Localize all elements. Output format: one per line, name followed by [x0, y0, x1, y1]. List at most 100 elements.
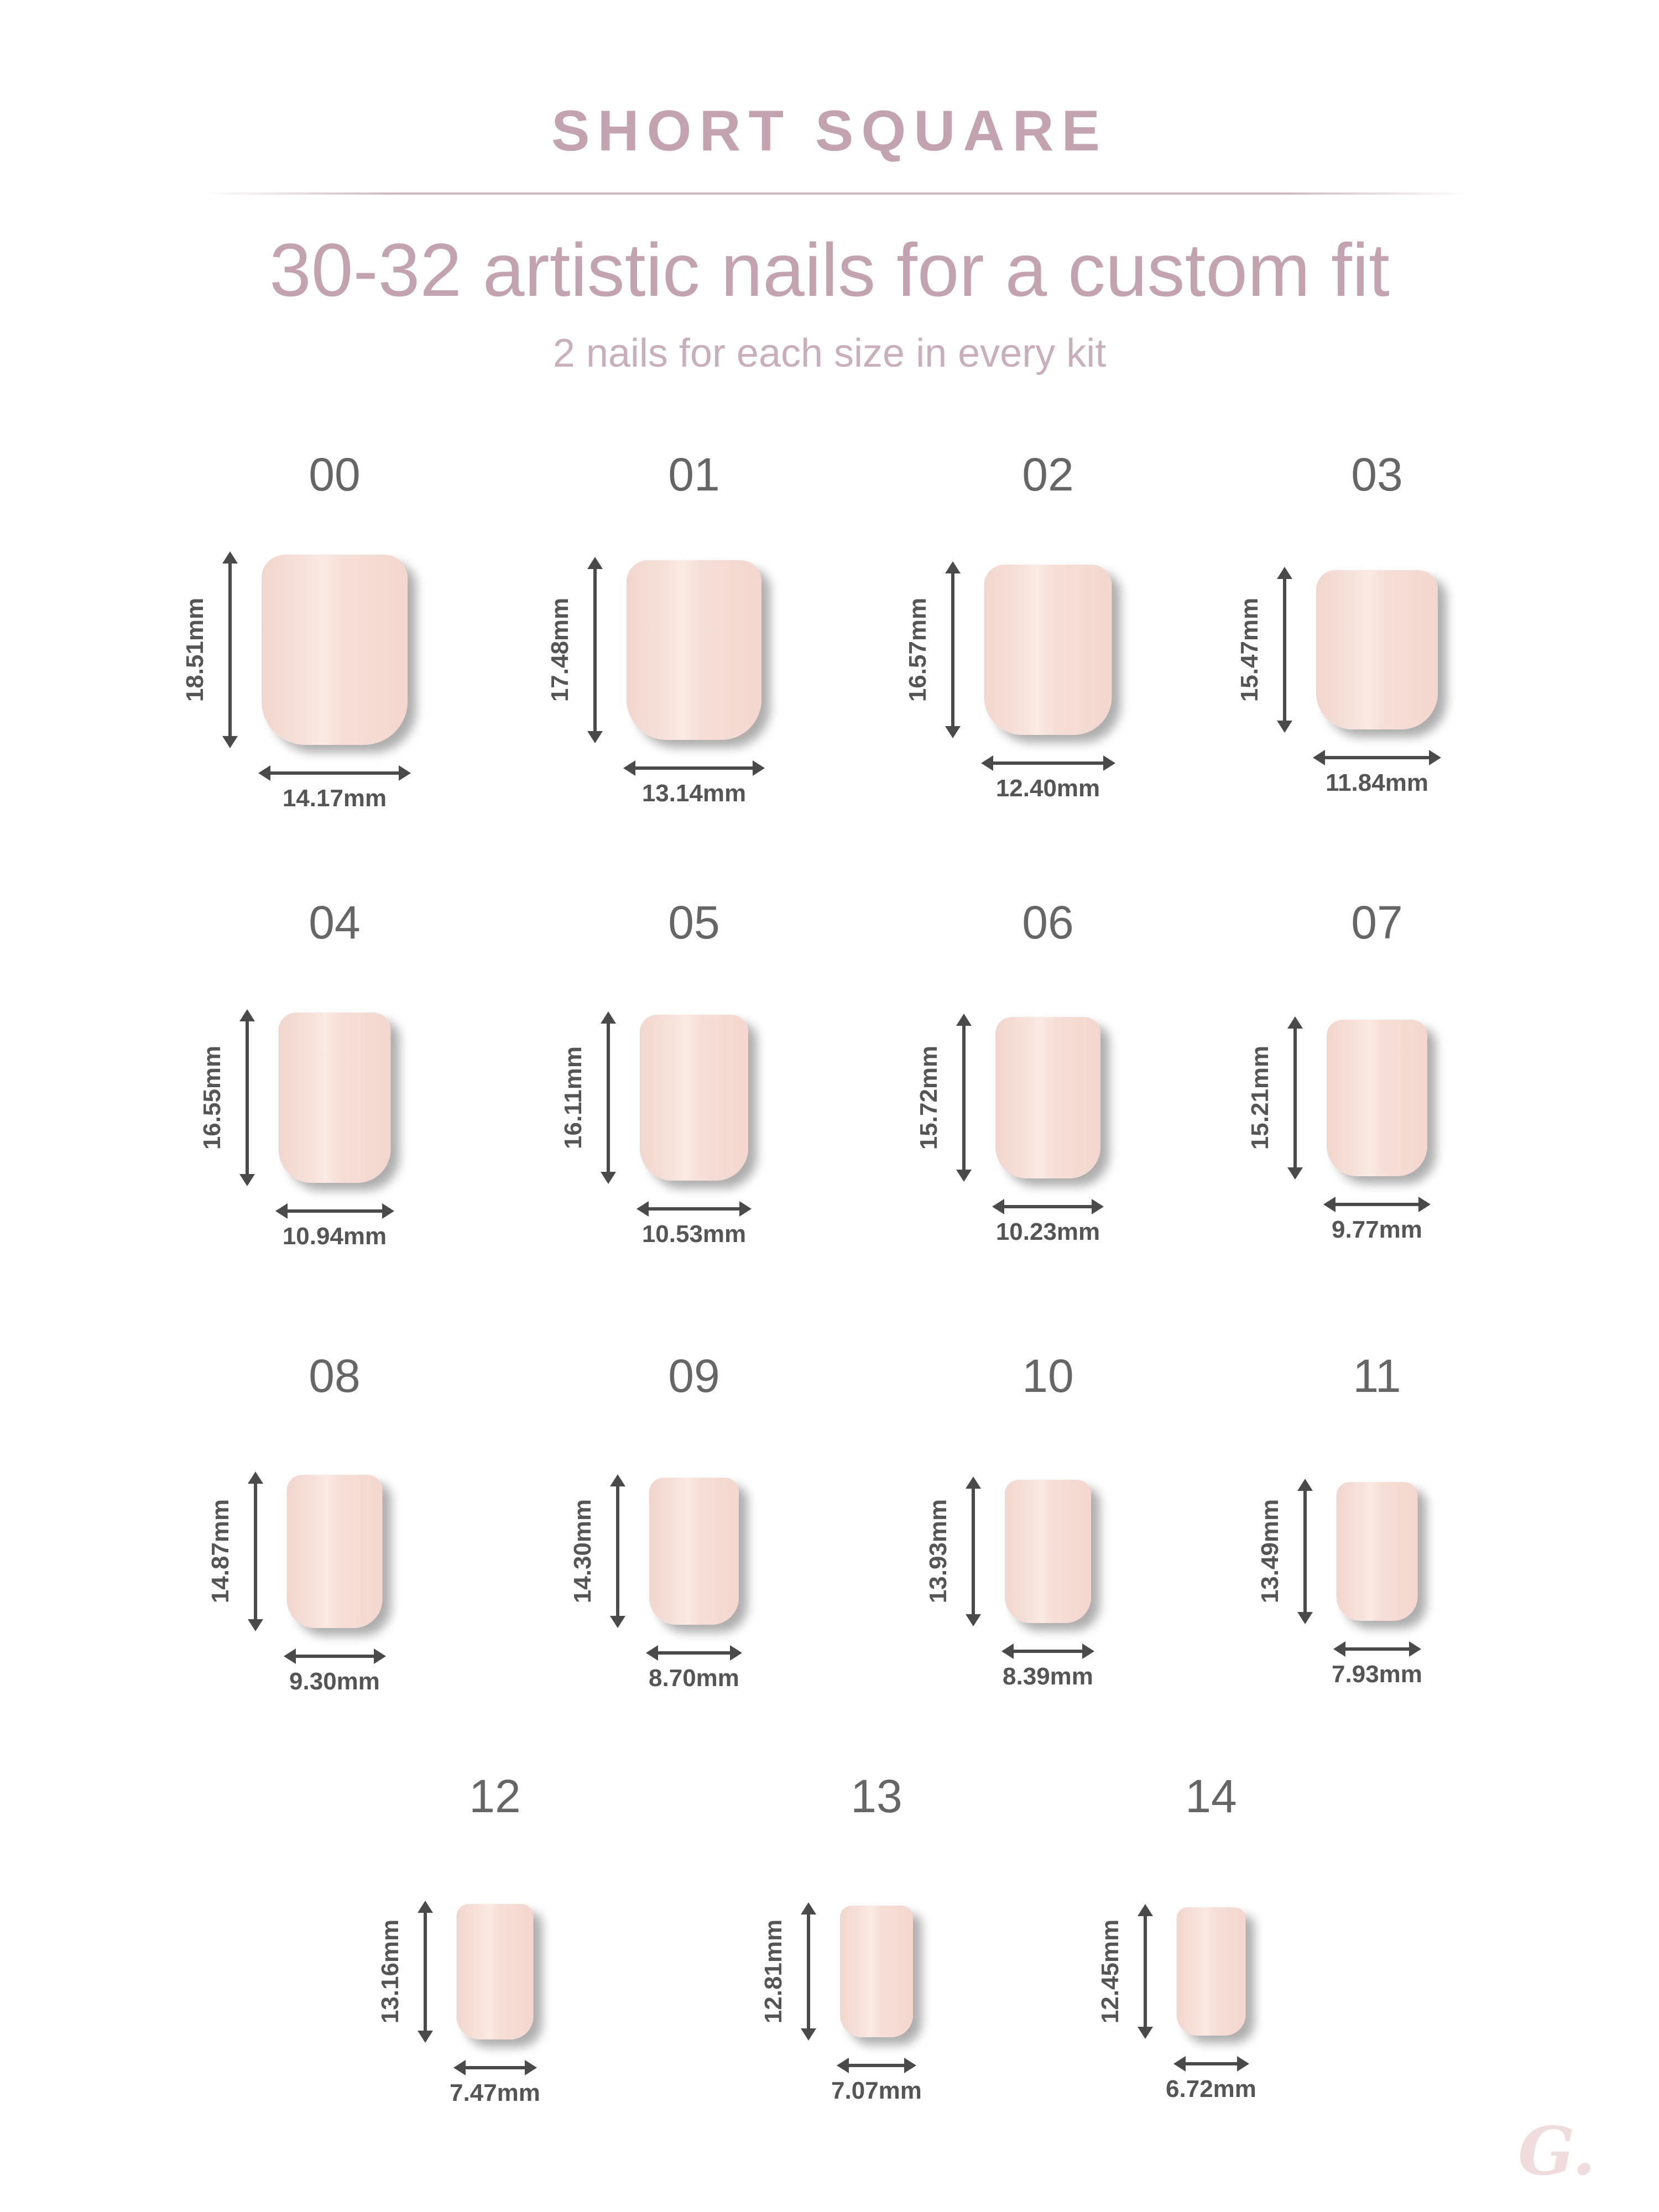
nail-size-08: 08 14.87mm 9.30mm	[152, 1349, 517, 1736]
nail-shape	[995, 1017, 1100, 1178]
length-label: 16.11mm	[560, 1046, 587, 1149]
width-label: 11.84mm	[1326, 769, 1428, 796]
brand-logo: G.	[1518, 2112, 1595, 2190]
width-arrow	[1333, 1641, 1421, 1657]
width-arrow	[1001, 1643, 1094, 1659]
nail-shape	[1316, 570, 1438, 729]
length-label: 15.47mm	[1236, 597, 1263, 702]
length-label: 12.81mm	[760, 1919, 787, 2024]
width-arrow	[980, 755, 1115, 771]
width-label: 6.72mm	[1166, 2075, 1256, 2103]
length-label: 16.57mm	[904, 597, 931, 702]
width-label: 7.47mm	[450, 2079, 540, 2106]
length-label: 13.16mm	[376, 1919, 404, 2024]
width-arrow	[646, 1645, 742, 1661]
length-arrow	[587, 556, 603, 743]
width-arrow	[637, 1201, 752, 1217]
nail-shape	[456, 1903, 534, 2039]
width-arrow	[623, 760, 765, 776]
length-arrow	[945, 561, 961, 738]
width-arrow	[275, 1203, 394, 1219]
length-arrow	[1297, 1478, 1313, 1624]
nail-shape	[1327, 1019, 1427, 1176]
length-label: 13.49mm	[1256, 1499, 1284, 1604]
title-divider	[205, 192, 1471, 195]
width-label: 7.07mm	[831, 2077, 922, 2104]
nail-shape	[640, 1015, 748, 1181]
nail-shape	[1176, 1907, 1246, 2036]
nail-size-12: 12 13.16mm 7.47mm	[312, 1770, 677, 2157]
size-number: 05	[668, 896, 720, 948]
size-number: 07	[1351, 896, 1403, 948]
nail-size-04: 04 16.55mm 10.94mm	[152, 896, 517, 1283]
headline: 30-32 artistic nails for a custom fit	[269, 228, 1390, 312]
width-arrow	[992, 1199, 1104, 1214]
size-number: 14	[1185, 1770, 1237, 1822]
size-number: 02	[1022, 448, 1074, 500]
size-number: 09	[668, 1350, 720, 1402]
width-arrow	[453, 2059, 537, 2075]
width-label: 13.14mm	[641, 779, 747, 807]
nail-size-10: 10 13.93mm 8.39mm	[865, 1349, 1230, 1736]
length-arrow	[801, 1902, 816, 2041]
size-number: 12	[469, 1770, 521, 1822]
width-label: 10.53mm	[641, 1220, 747, 1248]
length-arrow	[1137, 1904, 1153, 2039]
width-label: 9.30mm	[289, 1667, 380, 1695]
nail-size-00: 00 18.51mm 14.17mm	[152, 448, 517, 835]
nail-size-06: 06 15.72mm 10.23mm	[865, 896, 1230, 1283]
nail-size-07: 07 15.21mm 9.77mm	[1194, 896, 1559, 1283]
nail-shape	[627, 560, 761, 740]
length-label: 15.72mm	[915, 1045, 942, 1150]
length-label: 17.48mm	[546, 597, 573, 702]
length-label: 14.30mm	[569, 1499, 596, 1604]
size-number: 03	[1351, 448, 1403, 500]
nail-size-09: 09 14.30mm 8.70mm	[512, 1349, 877, 1736]
length-arrow	[239, 1009, 255, 1186]
nail-size-03: 03 15.47mm 11.84mm	[1194, 448, 1559, 835]
length-arrow	[966, 1476, 981, 1626]
nail-size-11: 11 13.49mm 7.93mm	[1194, 1349, 1559, 1736]
length-arrow	[247, 1471, 263, 1631]
width-label: 9.77mm	[1332, 1215, 1422, 1243]
nail-size-14: 14 12.45mm 6.72mm	[1029, 1770, 1394, 2157]
width-label: 10.23mm	[995, 1218, 1100, 1245]
nail-shape	[649, 1478, 739, 1625]
size-number: 04	[309, 896, 361, 948]
length-label: 12.45mm	[1096, 1919, 1124, 2024]
size-number: 13	[851, 1770, 902, 1822]
width-arrow	[1173, 2056, 1249, 2072]
subheadline: 2 nails for each size in every kit	[552, 331, 1107, 375]
width-label: 14.17mm	[282, 785, 387, 812]
width-arrow	[837, 2058, 916, 2073]
nail-shape	[1336, 1481, 1418, 1621]
size-number: 06	[1022, 896, 1074, 948]
length-arrow	[222, 551, 238, 748]
length-arrow	[1277, 567, 1292, 733]
nail-shape	[262, 555, 408, 745]
width-arrow	[1313, 750, 1441, 765]
size-number: 08	[309, 1350, 361, 1402]
width-label: 10.94mm	[282, 1223, 387, 1250]
size-number: 11	[1353, 1350, 1401, 1402]
width-label: 8.39mm	[1003, 1662, 1093, 1690]
width-arrow	[258, 765, 411, 781]
length-label: 18.51mm	[181, 597, 208, 702]
length-arrow	[956, 1014, 972, 1182]
length-arrow	[1287, 1016, 1303, 1180]
length-label: 14.87mm	[206, 1499, 234, 1604]
length-label: 16.55mm	[198, 1045, 226, 1150]
length-arrow	[610, 1474, 625, 1628]
width-label: 8.70mm	[649, 1665, 739, 1692]
width-label: 7.93mm	[1332, 1660, 1422, 1688]
size-number: 00	[309, 448, 361, 500]
size-number: 10	[1022, 1350, 1074, 1402]
length-label: 13.93mm	[925, 1499, 952, 1604]
shape-title: SHORT SQUARE	[551, 99, 1108, 163]
length-arrow	[601, 1011, 616, 1184]
nail-shape	[286, 1474, 383, 1628]
width-label: 12.40mm	[995, 775, 1100, 802]
length-label: 15.21mm	[1246, 1045, 1274, 1150]
nail-shape	[984, 565, 1112, 735]
